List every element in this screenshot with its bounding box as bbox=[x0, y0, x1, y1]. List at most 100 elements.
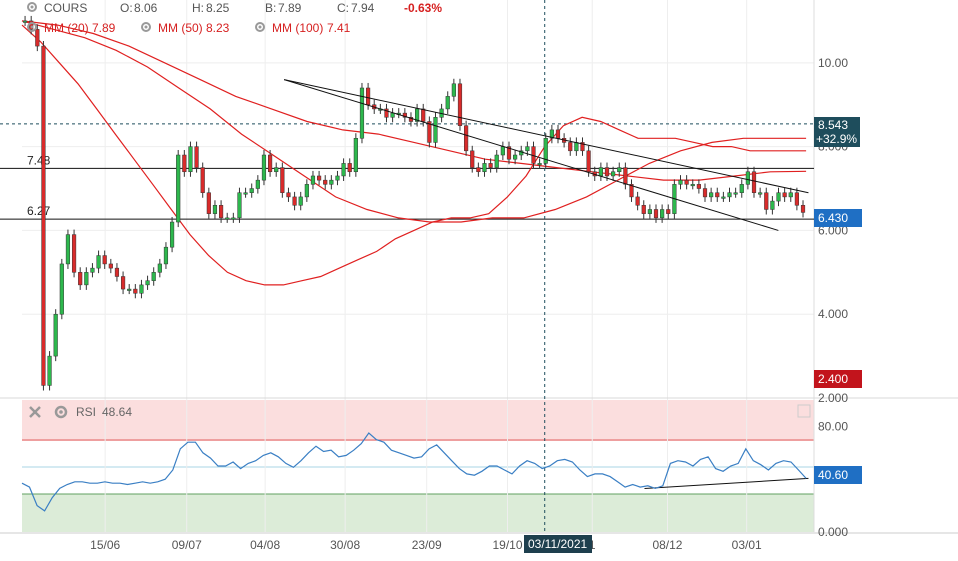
candle-body bbox=[274, 167, 279, 173]
candle-body bbox=[611, 171, 616, 177]
candle-body bbox=[402, 112, 407, 118]
candle-body bbox=[421, 108, 426, 122]
x-tick-label: 03/01 bbox=[732, 538, 762, 552]
candle-body bbox=[53, 313, 58, 357]
candle-body bbox=[145, 280, 150, 286]
candle-body bbox=[84, 272, 89, 286]
candle-body bbox=[690, 184, 695, 187]
candle-body bbox=[549, 129, 554, 139]
candle-body bbox=[684, 179, 689, 185]
crosshair-date-badge: 03/11/2021 bbox=[524, 535, 592, 553]
candle-body bbox=[157, 263, 162, 273]
candle-body bbox=[188, 146, 193, 173]
candle-body bbox=[347, 163, 352, 173]
ma50-line bbox=[21, 20, 807, 223]
candle-body bbox=[709, 192, 714, 198]
candle-body bbox=[427, 121, 432, 143]
candle-body bbox=[310, 175, 316, 185]
high-value: 8.25 bbox=[206, 1, 230, 15]
rsi-tick-label: 0.000 bbox=[818, 525, 848, 539]
candle-body bbox=[580, 142, 585, 152]
candle-body bbox=[476, 167, 481, 173]
last-price-badge: 6.430 bbox=[814, 209, 862, 227]
close-icon[interactable] bbox=[29, 406, 41, 418]
candle-body bbox=[647, 209, 652, 214]
candle-body bbox=[280, 167, 285, 193]
candle-body bbox=[200, 167, 205, 193]
ma50-label: MM (50) bbox=[158, 21, 203, 35]
rsi-last: 40.60 bbox=[818, 468, 848, 482]
candle-body bbox=[464, 125, 469, 152]
candle-body bbox=[127, 288, 132, 291]
candle-body bbox=[782, 192, 787, 198]
high-label: H: bbox=[192, 1, 204, 15]
x-tick-label: 23/09 bbox=[412, 538, 442, 552]
candle-body bbox=[225, 217, 230, 220]
candle-body bbox=[666, 209, 671, 214]
low-marker-badge: 2.400 bbox=[814, 370, 862, 388]
crosshair-date: 03/11/2021 bbox=[528, 537, 587, 551]
gear-icon[interactable] bbox=[141, 22, 151, 32]
candle-body bbox=[494, 154, 499, 168]
low-value: 7.89 bbox=[278, 1, 302, 15]
candle-body bbox=[733, 192, 738, 195]
rsi-series bbox=[21, 432, 807, 512]
candle-body bbox=[415, 108, 420, 122]
change-value: -0.63% bbox=[404, 1, 442, 15]
candle-body bbox=[653, 209, 659, 219]
candle-body bbox=[237, 192, 242, 219]
gear-icon[interactable] bbox=[27, 2, 37, 12]
panel-maximize-toggle[interactable] bbox=[797, 404, 811, 418]
candle-body bbox=[629, 184, 634, 198]
candle-body bbox=[660, 209, 665, 219]
candle-body bbox=[353, 138, 358, 173]
candle-body bbox=[359, 87, 365, 139]
price-tick-label: 2.000 bbox=[818, 391, 848, 405]
horizontal-lines[interactable]: 7.48 6.27 bbox=[0, 153, 814, 220]
gear-icon[interactable] bbox=[255, 22, 265, 32]
rsi-overbought-zone bbox=[22, 400, 814, 441]
horizontal-line-label: 6.27 bbox=[27, 204, 51, 218]
candle-body bbox=[384, 108, 389, 118]
x-tick-label: 04/08 bbox=[250, 538, 280, 552]
gear-icon[interactable] bbox=[54, 405, 68, 419]
candle-body bbox=[108, 263, 113, 269]
candle-body bbox=[78, 272, 83, 286]
gear-icon[interactable] bbox=[27, 22, 37, 32]
candle-body bbox=[268, 154, 273, 173]
last-price: 6.430 bbox=[818, 211, 848, 225]
candle-body bbox=[65, 234, 71, 265]
low-marker: 2.400 bbox=[818, 372, 848, 386]
trendline bbox=[284, 79, 779, 231]
candle-body bbox=[249, 188, 254, 193]
candle-body bbox=[555, 129, 561, 139]
moving-averages bbox=[21, 20, 807, 286]
low-label: B: bbox=[265, 1, 276, 15]
candle-body bbox=[176, 154, 181, 223]
candle-body bbox=[715, 192, 720, 198]
candle-body bbox=[261, 154, 267, 181]
candle-body bbox=[764, 192, 769, 210]
candle-body bbox=[182, 154, 187, 173]
candle-body bbox=[47, 355, 52, 386]
candle-body bbox=[739, 184, 744, 193]
candle-body bbox=[470, 150, 475, 168]
rsi-line bbox=[21, 432, 807, 512]
trendlines[interactable] bbox=[284, 79, 809, 489]
candle-body bbox=[35, 29, 40, 47]
candle-body bbox=[451, 83, 456, 97]
candle-body bbox=[776, 192, 781, 202]
ma20-value: 7.89 bbox=[92, 21, 116, 35]
candle-body bbox=[90, 267, 95, 273]
candle-body bbox=[292, 196, 297, 206]
candle-body bbox=[751, 171, 757, 193]
candle-body bbox=[133, 288, 138, 294]
crosshair-price: 8.543 bbox=[818, 118, 848, 132]
x-tick-label: 30/08 bbox=[330, 538, 360, 552]
candle-body bbox=[341, 163, 346, 177]
candle-body bbox=[120, 276, 126, 290]
ma50-value: 8.23 bbox=[206, 21, 230, 35]
candle-body bbox=[59, 263, 64, 315]
ma100-label: MM (100) bbox=[272, 21, 323, 35]
